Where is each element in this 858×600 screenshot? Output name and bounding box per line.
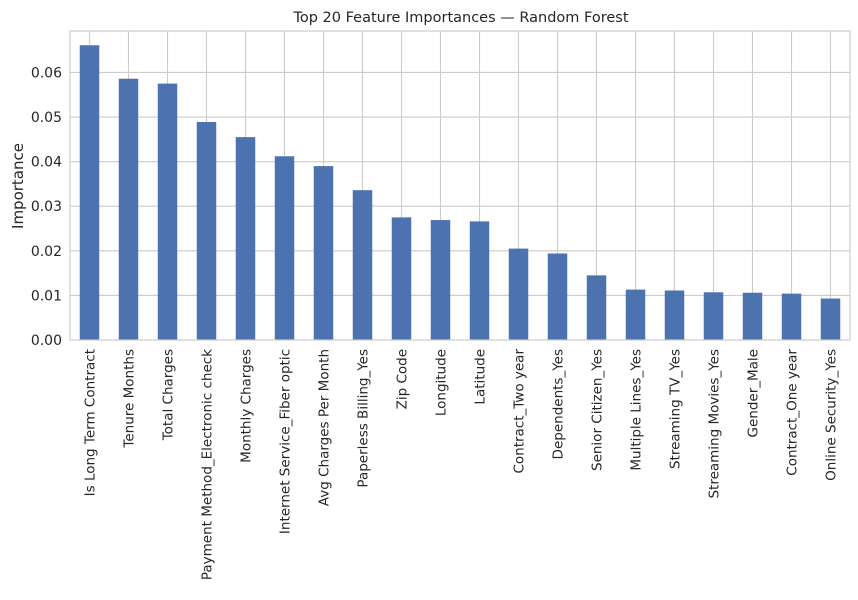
bar <box>547 253 568 340</box>
bar <box>820 298 841 340</box>
bar <box>274 156 295 340</box>
bar <box>313 166 334 340</box>
x-tick-label: Longitude <box>434 349 450 416</box>
bar <box>79 45 100 340</box>
plot-frame <box>69 30 851 341</box>
x-tick-label: Payment Method_Electronic check <box>200 349 216 580</box>
chart-title: Top 20 Feature Importances — Random Fore… <box>292 10 628 26</box>
y-tick-label: 0.01 <box>31 288 62 304</box>
bar <box>157 83 178 340</box>
x-tick-label: Zip Code <box>395 349 411 409</box>
x-tick-labels: Is Long Term Contract Tenure Months Total … <box>83 349 840 581</box>
bar <box>586 275 607 340</box>
bar <box>118 78 139 340</box>
x-tick-label: Dependents_Yes <box>551 349 567 459</box>
x-tick-label: Is Long Term Contract <box>83 349 99 496</box>
x-tick-label: Online Security_Yes <box>824 349 840 481</box>
y-tick-label: 0.05 <box>31 110 62 126</box>
grid-lines <box>70 31 850 341</box>
x-tick-label: Tenure Months <box>122 349 138 449</box>
x-tick-label: Senior Citizen_Yes <box>590 349 606 471</box>
x-tick-label: Streaming TV_Yes <box>668 349 684 469</box>
bar <box>508 248 529 340</box>
bar <box>742 292 763 340</box>
bars <box>79 45 841 341</box>
x-tick-label: Multiple Lines_Yes <box>629 349 645 471</box>
y-tick-label: 0.03 <box>31 199 62 215</box>
bar <box>235 137 256 340</box>
bar <box>352 190 373 340</box>
x-tick-label: Streaming Movies_Yes <box>707 349 723 499</box>
y-tick-label: 0.02 <box>31 244 62 260</box>
bar <box>703 292 724 340</box>
x-tick-label: Avg Charges Per Month <box>317 349 333 506</box>
bar <box>430 220 451 340</box>
x-tick-label: Total Charges <box>161 349 177 441</box>
y-tick-label: 0.04 <box>31 155 62 171</box>
bar <box>196 121 217 341</box>
bar <box>625 289 646 340</box>
x-tick-label: Monthly Charges <box>239 349 255 463</box>
bar <box>781 293 802 340</box>
x-tick-label: Internet Service_Fiber optic <box>278 349 294 534</box>
bar <box>664 290 685 340</box>
x-tick-label: Contract_One year <box>785 349 801 476</box>
x-tick-label: Contract_Two year <box>512 349 528 474</box>
x-tick-label: Gender_Male <box>746 349 762 437</box>
y-tick-label: 0.00 <box>31 333 62 349</box>
y-axis-label: Importance <box>9 143 27 229</box>
y-tick-labels: 0.00 0.01 0.02 0.03 0.04 0.05 0.06 <box>31 65 62 349</box>
bar <box>469 221 490 340</box>
y-tick-label: 0.06 <box>31 65 62 81</box>
bar <box>391 217 412 340</box>
x-tick-label: Paperless Billing_Yes <box>356 349 372 488</box>
x-tick-label: Latitude <box>473 349 489 405</box>
